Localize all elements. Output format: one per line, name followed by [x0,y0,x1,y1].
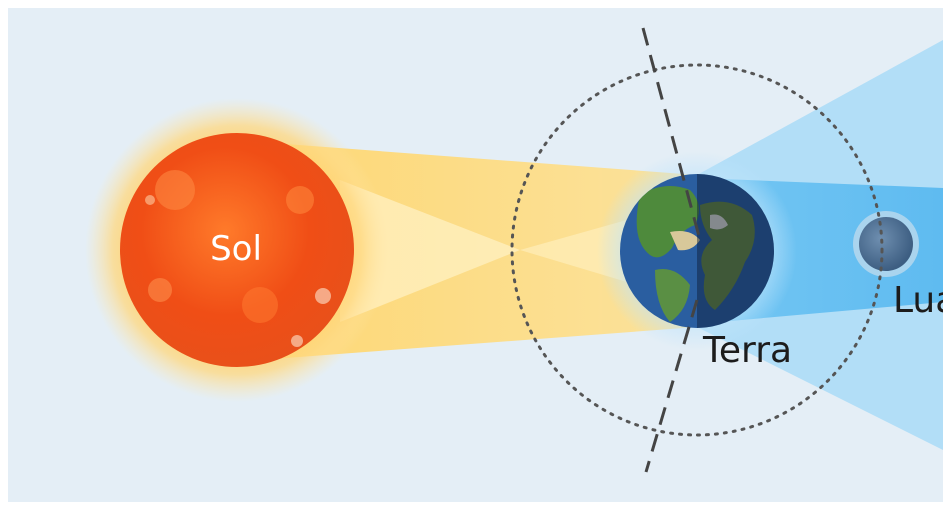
moon-label: Lua [893,280,943,321]
earth-label: Terra [702,330,792,371]
sun-texture [145,170,331,347]
earth-axis-top [641,27,702,241]
moon-orbit [510,63,884,437]
moon [859,217,913,271]
sun-label: Sol [210,229,262,269]
earth-axis-bottom [644,299,699,473]
